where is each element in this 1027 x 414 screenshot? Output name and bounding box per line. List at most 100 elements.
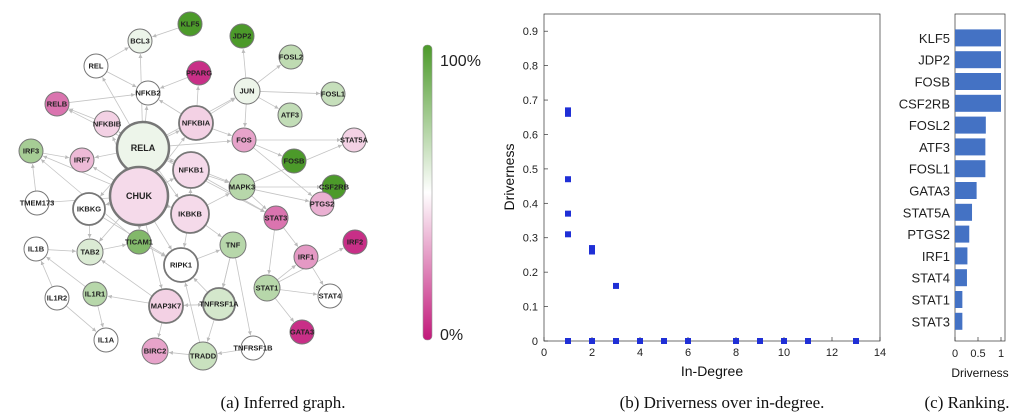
- graph-edge: [259, 91, 321, 96]
- graph-edge: [40, 260, 53, 288]
- scatter-point: [733, 338, 739, 344]
- graph-edge: [152, 27, 179, 38]
- scatter-x-tick-label: 4: [637, 347, 643, 359]
- graph-node-circle: [202, 287, 236, 321]
- graph-edge: [279, 289, 318, 296]
- graph-node-label: NFKB1: [178, 166, 203, 175]
- graph-edge: [210, 98, 236, 115]
- graph-node-irf7: IRF7: [69, 147, 95, 173]
- graph-node-label: ATF3: [281, 111, 299, 120]
- graph-node-circle: [44, 285, 70, 311]
- graph-edge: [206, 193, 230, 206]
- bar-fosb: [955, 73, 1001, 90]
- graph-node-circle: [341, 127, 367, 153]
- scatter-point: [805, 338, 811, 344]
- graph-node-circle: [141, 337, 169, 365]
- graph-node-circle: [135, 80, 161, 106]
- graph-edge: [159, 77, 188, 89]
- graph-node-label: REL: [89, 62, 104, 71]
- graph-edge: [196, 249, 221, 260]
- graph-node-irf3: IRF3: [18, 138, 44, 164]
- graph-node-label: FOSL2: [279, 53, 303, 62]
- graph-edge: [166, 130, 180, 138]
- graph-edge: [267, 229, 275, 275]
- scatter-y-tick-label: 0.4: [523, 198, 538, 210]
- graph-node-label: FOS: [236, 136, 251, 145]
- graph-node-gata3: GATA3: [289, 319, 315, 345]
- graph-node-stat5a: STAT5A: [340, 127, 369, 153]
- graph-node-nfkbib: NFKBIB: [93, 110, 122, 138]
- bar-gata3: [955, 182, 977, 199]
- scatter-y-tick-label: 0: [532, 336, 538, 348]
- graph-node-label: JDP2: [233, 32, 252, 41]
- graph-edge: [164, 178, 175, 184]
- graph-edge: [153, 220, 172, 250]
- graph-node-label: BIRC2: [144, 347, 167, 356]
- scatter-x-tick-label: 12: [826, 347, 838, 359]
- bar-x-label: Driverness: [951, 366, 1008, 380]
- graph-edge: [235, 257, 252, 336]
- scatter-point: [565, 176, 571, 183]
- graph-node-irf1: IRF1: [293, 244, 319, 270]
- graph-node-label: RIPK1: [170, 261, 192, 270]
- graph-node-circle: [281, 148, 307, 174]
- graph-node-circle: [321, 174, 347, 200]
- graph-node-ticam1: TICAM1: [125, 229, 153, 255]
- bar-jdp2: [955, 51, 1001, 69]
- scatter-y-tick-label: 0.7: [523, 95, 538, 107]
- bar-ptgs2: [955, 225, 970, 243]
- graph-node-ikbkg: IKBKG: [72, 192, 106, 226]
- graph-node-label: TNF: [226, 241, 241, 250]
- scatter-point: [781, 338, 787, 344]
- colorbar-top-label: 100%: [440, 53, 481, 70]
- graph-node-circle: [177, 11, 203, 37]
- graph-node-nfkb1: NFKB1: [172, 151, 210, 189]
- scatter-y-tick-label: 0.2: [523, 267, 538, 279]
- graph-node-fos: FOS: [231, 127, 257, 153]
- graph-node-circle: [263, 205, 289, 231]
- graph-node-label: FOSL1: [321, 90, 345, 99]
- bar-stat5a: [955, 203, 973, 221]
- bar-category-label: STAT3: [911, 314, 950, 329]
- graph-node-circle: [188, 341, 218, 371]
- graph-node-ripk1: RIPK1: [163, 247, 199, 283]
- graph-node-irf2: IRF2: [342, 229, 368, 255]
- graph-edge: [102, 77, 131, 126]
- graph-node-circle: [293, 244, 319, 270]
- graph-node-circle: [172, 151, 210, 189]
- graph-node-circle: [148, 288, 184, 324]
- scatter-points: [565, 107, 859, 344]
- scatter-x-tick-label: 0: [541, 347, 547, 359]
- graph-node-circle: [170, 194, 210, 234]
- graph-node-label: PTGS2: [310, 200, 335, 209]
- scatter-x-tick-label: 10: [778, 347, 790, 359]
- graph-edge: [107, 294, 150, 304]
- graph-node-label: RELB: [47, 100, 68, 109]
- scatter-ticks: 0 2 4 6 8 10 12 14 0 0.1 0.2 0.3 0.4 0.5 0.6 0.7 0.8 0.9: [523, 26, 886, 359]
- bar-category-label: KLF5: [919, 31, 950, 46]
- graph-node-tab2: TAB2: [76, 238, 104, 266]
- graph-node-label: IKBKB: [178, 210, 202, 219]
- graph-node-chuk: CHUK: [108, 165, 170, 227]
- graph-node-circle: [76, 238, 104, 266]
- graph-node-circle: [82, 281, 108, 307]
- scatter-y-tick-label: 0.6: [523, 129, 538, 141]
- graph-node-circle: [317, 283, 343, 309]
- bar-fosl2: [955, 116, 986, 134]
- graph-node-circle: [186, 60, 212, 86]
- graph-node-tmem173: TMEM173: [20, 190, 54, 216]
- graph-edge: [258, 96, 279, 110]
- graph-node-klf5: KLF5: [177, 11, 203, 37]
- graph-node-circle: [44, 91, 70, 117]
- bar-plot-area: [954, 13, 1006, 342]
- graph-node-label: IRF1: [298, 253, 314, 262]
- graph-node-label: IKBKG: [77, 205, 101, 214]
- bar-stat1: [955, 291, 963, 308]
- graph-node-nfkb2: NFKB2: [135, 80, 161, 106]
- caption-a: (a) Inferred graph.: [220, 393, 345, 412]
- graph-node-label: RELA: [131, 143, 156, 153]
- graph-node-circle: [253, 274, 281, 302]
- graph-node-label: MAPK3: [229, 183, 255, 192]
- graph-node-circle: [23, 236, 49, 262]
- graph-edge: [144, 105, 149, 123]
